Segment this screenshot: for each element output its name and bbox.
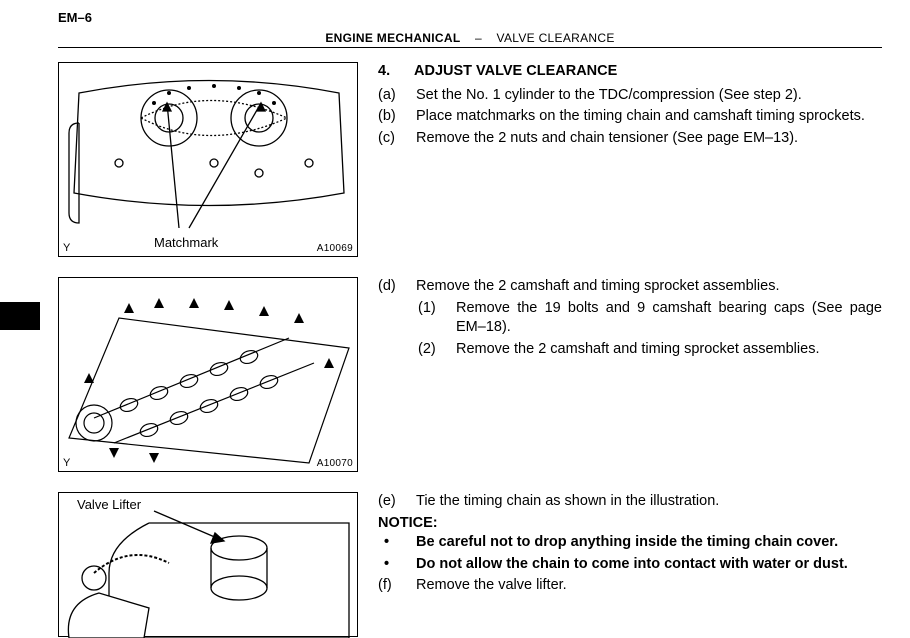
notice-bullet-2: • Do not allow the chain to come into co… [378,555,882,575]
header-section: ENGINE MECHANICAL [325,31,460,45]
notice-bullet-1: • Be careful not to drop anything inside… [378,533,882,553]
item-c-text: Remove the 2 nuts and chain tensioner (S… [416,129,882,149]
notice-heading: NOTICE: [378,514,882,534]
step-number: 4. [378,62,396,82]
item-d1-label: (1) [418,299,444,338]
header-dash: – [475,31,482,45]
item-d-label: (d) [378,277,404,297]
item-d2: (2) Remove the 2 camshaft and timing spr… [418,340,882,360]
figure-1-label: Matchmark [154,235,218,250]
bullet-dot-icon: • [378,533,404,553]
figure-3: Valve Lifter [58,492,358,637]
item-e: (e) Tie the timing chain as shown in the… [378,492,882,512]
step-title: ADJUST VALVE CLEARANCE [414,62,617,82]
notice-bullet-2-text: Do not allow the chain to come into cont… [416,555,882,575]
header-title: ENGINE MECHANICAL – VALVE CLEARANCE [58,31,882,45]
item-d1: (1) Remove the 19 bolts and 9 camshaft b… [418,299,882,338]
item-b-label: (b) [378,107,404,127]
figure-1: Matchmark Y A10069 [58,62,358,257]
block-3: Valve Lifter (e) Tie the timing chain as… [58,492,882,637]
item-a-label: (a) [378,86,404,106]
figure-1-id: A10069 [317,243,353,254]
notice-bullet-1-text: Be careful not to drop anything inside t… [416,533,882,553]
figure-2: Y A10070 [58,277,358,472]
item-c: (c) Remove the 2 nuts and chain tensione… [378,129,882,149]
text-block-3: (e) Tie the timing chain as shown in the… [378,492,882,598]
engine-timing-illustration [59,63,359,258]
block-2: Y A10070 (d) Remove the 2 camshaft and t… [58,277,882,472]
item-f-text: Remove the valve lifter. [416,576,882,596]
item-d-text: Remove the 2 camshaft and timing sprocke… [416,277,882,297]
header-rule [58,47,882,48]
text-block-1: 4. ADJUST VALVE CLEARANCE (a) Set the No… [378,62,882,150]
figure-1-y: Y [63,242,70,254]
valve-lifter-illustration [59,493,359,638]
item-a-text: Set the No. 1 cylinder to the TDC/compre… [416,86,882,106]
item-e-text: Tie the timing chain as shown in the ill… [416,492,882,512]
header-row: ENGINE MECHANICAL – VALVE CLEARANCE [58,31,882,45]
bullet-dot-icon: • [378,555,404,575]
item-d2-label: (2) [418,340,444,360]
item-b: (b) Place matchmarks on the timing chain… [378,107,882,127]
figure-2-y: Y [63,457,70,469]
item-b-text: Place matchmarks on the timing chain and… [416,107,882,127]
header-subsection: VALVE CLEARANCE [497,31,615,45]
figure-2-id: A10070 [317,458,353,469]
item-d: (d) Remove the 2 camshaft and timing spr… [378,277,882,297]
item-e-label: (e) [378,492,404,512]
item-c-label: (c) [378,129,404,149]
block-1: Matchmark Y A10069 4. ADJUST VALVE CLEAR… [58,62,882,257]
page: EM–6 ENGINE MECHANICAL – VALVE CLEARANCE [0,0,910,637]
item-d2-text: Remove the 2 camshaft and timing sprocke… [456,340,882,360]
item-d1-text: Remove the 19 bolts and 9 camshaft beari… [456,299,882,338]
item-a: (a) Set the No. 1 cylinder to the TDC/co… [378,86,882,106]
step-heading: 4. ADJUST VALVE CLEARANCE [378,62,882,82]
item-f: (f) Remove the valve lifter. [378,576,882,596]
camshaft-illustration [59,278,359,473]
page-number: EM–6 [58,10,882,25]
content-blocks: Matchmark Y A10069 4. ADJUST VALVE CLEAR… [58,62,882,637]
figure-3-label: Valve Lifter [77,497,141,512]
text-block-2: (d) Remove the 2 camshaft and timing spr… [378,277,882,361]
item-f-label: (f) [378,576,404,596]
